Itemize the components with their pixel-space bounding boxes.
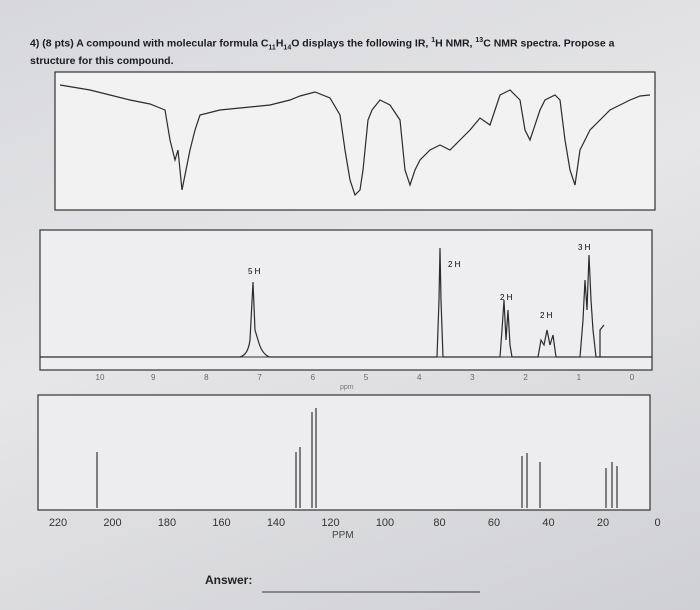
axis-label: 3 xyxy=(470,373,475,382)
axis-label: 220 xyxy=(49,517,67,529)
question-text: O displays the following IR, xyxy=(291,37,432,50)
axis-label: 1 xyxy=(577,373,582,382)
integration: 3 H xyxy=(578,243,591,252)
axis-label: 0 xyxy=(654,517,660,529)
question-text: C NMR spectra. Propose a structure for t… xyxy=(30,37,615,67)
axis-unit: ppm xyxy=(340,384,354,391)
axis-unit: PPM xyxy=(332,530,354,541)
question-text: H NMR, xyxy=(435,37,476,50)
subscript: 14 xyxy=(283,44,292,52)
axis-label: 9 xyxy=(151,373,156,382)
h-nmr-integral xyxy=(599,324,605,357)
ir-trace xyxy=(59,84,651,197)
answer-label: Answer: xyxy=(205,573,253,587)
h-nmr-trace xyxy=(40,247,652,358)
axis-label: 140 xyxy=(267,517,285,529)
c-nmr-peaks xyxy=(96,408,618,508)
integration: 5 H xyxy=(248,267,261,276)
subscript: 11 xyxy=(268,44,276,52)
integration: 2 H xyxy=(448,260,461,269)
question-number: 4) xyxy=(30,37,40,50)
axis-label: 200 xyxy=(103,517,121,529)
question-text: A compound with molecular formula C xyxy=(76,37,269,50)
question: 4) (8 pts) A compound with molecular for… xyxy=(30,34,660,68)
c-nmr-frame xyxy=(37,394,651,511)
axis-label: 7 xyxy=(257,373,262,382)
integration: 2 H xyxy=(500,293,513,302)
axis-label: 60 xyxy=(488,517,500,529)
superscript: 1 xyxy=(431,37,436,44)
axis-label: 10 xyxy=(96,373,105,382)
axis-label: 20 xyxy=(597,517,609,529)
axis-label: 4 xyxy=(417,373,422,382)
question-text: H xyxy=(275,37,284,50)
axis-label: 2 xyxy=(523,373,528,382)
h-nmr-frame xyxy=(39,229,653,371)
axis-label: 5 xyxy=(364,373,369,382)
axis-label: 6 xyxy=(311,373,316,382)
axis-label: 0 xyxy=(630,373,635,382)
superscript: 13 xyxy=(475,37,484,44)
axis-label: 120 xyxy=(321,517,339,529)
axis-label: 8 xyxy=(204,373,209,382)
axis-label: 80 xyxy=(433,517,445,529)
axis-label: 160 xyxy=(212,517,230,529)
axis-label: 180 xyxy=(158,517,176,529)
integration: 2 H xyxy=(540,311,553,320)
axis-label: 100 xyxy=(376,517,394,529)
axis-label: 40 xyxy=(542,517,554,529)
question-points: (8 pts) xyxy=(42,37,74,50)
